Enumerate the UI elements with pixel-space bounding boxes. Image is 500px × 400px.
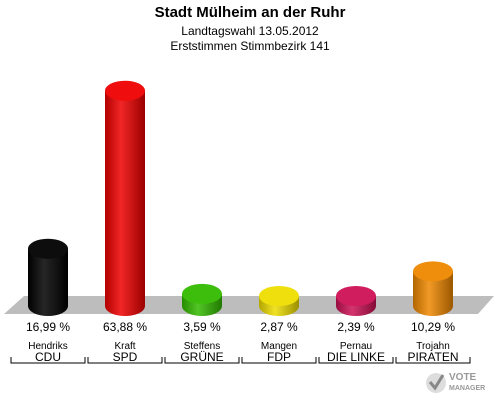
party-bracket <box>87 357 163 364</box>
party-bracket <box>241 357 317 364</box>
value-label: 2,87 % <box>260 320 298 334</box>
bar-spd <box>105 80 145 317</box>
candidate-label: Kraft <box>114 341 135 352</box>
bar-die-linke <box>336 286 376 316</box>
value-label: 3,59 % <box>183 320 221 334</box>
party-label: FDP <box>267 350 291 364</box>
party-label: SPD <box>113 350 138 364</box>
party-label: PIRATEN <box>407 350 458 364</box>
party-bracket <box>164 357 240 364</box>
checkmark-icon <box>426 373 446 393</box>
candidate-label: Mangen <box>261 341 297 352</box>
candidate-label: Trojahn <box>416 341 450 352</box>
candidate-label: Pernau <box>340 341 372 352</box>
chart-subtitle-election: Landtagswahl 13.05.2012 <box>181 24 319 38</box>
bar-cdu <box>28 238 68 316</box>
bar-fdp <box>259 286 299 316</box>
party-label: DIE LINKE <box>327 350 385 364</box>
party-bracket <box>395 357 471 364</box>
candidate-label: Hendriks <box>28 341 67 352</box>
chart-subtitle-district: Erststimmen Stimmbezirk 141 <box>170 39 330 53</box>
value-label: 63,88 % <box>103 320 147 334</box>
candidate-label: Steffens <box>184 341 221 352</box>
party-bracket <box>10 357 86 364</box>
watermark-line1: VOTE <box>449 372 477 383</box>
party-bracket <box>318 357 394 364</box>
value-label: 16,99 % <box>26 320 70 334</box>
party-label: GRÜNE <box>180 350 223 364</box>
watermark-line2: MANAGER <box>449 385 485 392</box>
party-label: CDU <box>35 350 61 364</box>
value-label: 10,29 % <box>411 320 455 334</box>
chart-title: Stadt Mülheim an der Ruhr <box>154 4 346 21</box>
value-label: 2,39 % <box>337 320 375 334</box>
bar-grüne <box>182 283 222 316</box>
vote-manager-logo: VOTE MANAGER <box>426 372 485 393</box>
bar-piraten <box>413 261 453 316</box>
